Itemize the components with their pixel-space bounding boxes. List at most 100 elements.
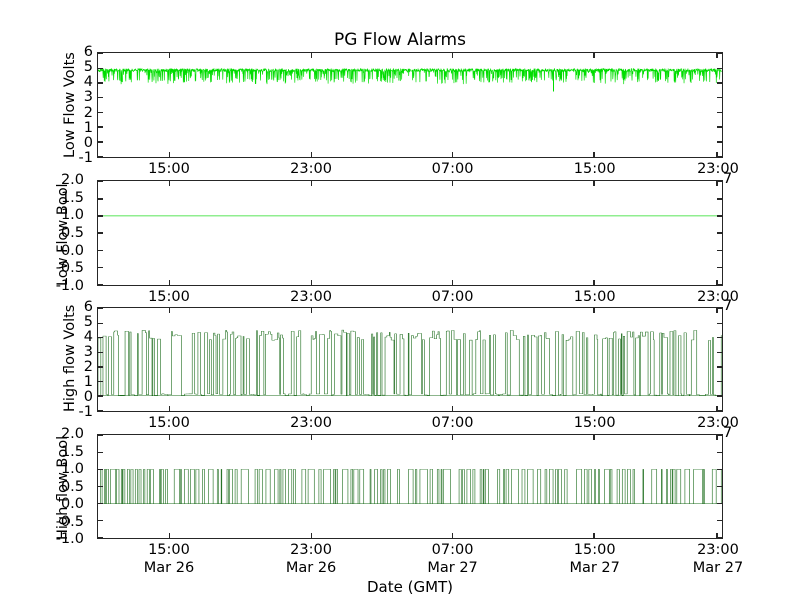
y-tick-mark bbox=[98, 536, 103, 538]
y-tick-mark bbox=[98, 435, 103, 437]
subplot-high-flow-bool bbox=[97, 434, 723, 539]
y-tick-label: 5 bbox=[83, 313, 93, 330]
x-tick-mark bbox=[310, 533, 313, 538]
y-tick-mark bbox=[98, 337, 103, 339]
y-tick-label: 0.0 bbox=[60, 495, 84, 512]
x-tick-label: 07:00 bbox=[432, 160, 474, 178]
x-tick-mark bbox=[593, 152, 595, 157]
y-tick-label: 4 bbox=[83, 74, 93, 91]
clipped-tick-artifact-2: 7 bbox=[723, 298, 733, 314]
x-tick-mark bbox=[451, 435, 454, 440]
y-tick-labels-high-flow-bool: 2.0 1.5 1.0 0.5 0.0 -0.5 -1.0 bbox=[50, 427, 84, 546]
y-tick-label: 1 bbox=[83, 373, 93, 390]
y-tick-mark bbox=[98, 215, 103, 217]
y-tick-mark bbox=[98, 67, 103, 70]
y-tick-mark bbox=[98, 395, 103, 397]
y-tick-mark bbox=[98, 198, 103, 200]
subplot-low-flow-bool bbox=[97, 180, 723, 286]
y-tick-mark bbox=[98, 351, 103, 354]
clipped-tick-artifact-1: 7 bbox=[723, 171, 733, 187]
y-tick-label: -1 bbox=[78, 149, 93, 166]
x-tick-mark bbox=[716, 406, 718, 411]
x-tick-label: 15:00 Mar 26 bbox=[144, 541, 194, 577]
x-tick-time: 15:00 bbox=[573, 289, 616, 305]
y-tick-label: -0.5 bbox=[55, 260, 84, 277]
x-tick-label: 07:00 bbox=[432, 414, 474, 432]
x-tick-date: Mar 27 bbox=[427, 560, 478, 577]
x-tick-mark bbox=[169, 308, 171, 313]
x-tick-mark bbox=[169, 181, 171, 186]
x-tick-mark bbox=[310, 406, 313, 411]
y-tick-mark bbox=[717, 53, 722, 55]
x-tick-mark bbox=[169, 435, 171, 440]
y-tick-mark bbox=[717, 536, 722, 538]
x-tick-date: Mar 27 bbox=[692, 560, 744, 577]
x-tick-label: 23:00 bbox=[697, 160, 739, 178]
x-tick-mark bbox=[451, 53, 454, 58]
y-tick-label: -1.0 bbox=[55, 277, 84, 294]
x-tick-time: 23:00 bbox=[697, 161, 739, 177]
y-tick-mark bbox=[717, 126, 722, 128]
x-tick-mark bbox=[593, 406, 595, 411]
x-tick-mark bbox=[593, 308, 595, 313]
x-tick-label: 23:00 Mar 26 bbox=[286, 541, 336, 577]
y-tick-mark bbox=[717, 266, 722, 269]
x-tick-time: 15:00 bbox=[573, 542, 616, 558]
y-tick-mark bbox=[98, 366, 103, 368]
y-tick-mark bbox=[717, 82, 722, 84]
y-tick-mark bbox=[98, 322, 103, 324]
y-tick-label: 2.0 bbox=[60, 171, 84, 188]
x-tick-time: 07:00 bbox=[431, 542, 474, 558]
y-tick-label: -0.5 bbox=[55, 513, 84, 530]
x-tick-time: 15:00 bbox=[573, 415, 616, 431]
y-tick-mark bbox=[717, 395, 722, 397]
x-tick-label: 15:00 bbox=[574, 414, 616, 432]
x-tick-time: 07:00 bbox=[431, 161, 474, 177]
x-tick-label: 23:00 bbox=[290, 288, 332, 306]
plot-area-low-flow-volts bbox=[98, 53, 722, 157]
y-tick-mark bbox=[717, 111, 722, 114]
signal-trace bbox=[98, 214, 722, 217]
y-tick-mark bbox=[98, 155, 103, 157]
x-tick-mark bbox=[451, 308, 454, 313]
x-tick-time: 07:00 bbox=[431, 415, 474, 431]
y-tick-label: 3 bbox=[83, 89, 93, 106]
x-tick-label: 23:00 bbox=[697, 288, 739, 306]
x-tick-mark bbox=[593, 53, 595, 58]
page-title: PG Flow Alarms bbox=[334, 30, 466, 50]
x-tick-mark bbox=[593, 435, 595, 440]
y-tick-label: 0.5 bbox=[60, 478, 84, 495]
x-tick-mark bbox=[716, 308, 718, 313]
signal-trace bbox=[98, 329, 722, 396]
y-tick-mark bbox=[98, 126, 103, 128]
y-tick-mark bbox=[717, 451, 722, 454]
x-tick-time: 23:00 bbox=[290, 161, 332, 177]
y-tick-mark bbox=[98, 53, 103, 55]
y-tick-mark bbox=[717, 283, 722, 285]
x-tick-mark bbox=[451, 533, 454, 538]
x-tick-time: 07:00 bbox=[431, 289, 474, 305]
x-tick-time: 15:00 bbox=[148, 161, 190, 177]
y-tick-mark bbox=[717, 181, 722, 183]
y-tick-label: 2.0 bbox=[60, 425, 84, 442]
y-tick-mark bbox=[98, 451, 103, 454]
y-tick-label: 1 bbox=[83, 119, 93, 136]
x-tick-mark bbox=[716, 152, 718, 157]
y-tick-label: 5 bbox=[83, 58, 93, 75]
x-tick-mark bbox=[451, 181, 454, 186]
y-tick-label: 0.5 bbox=[60, 224, 84, 241]
x-tick-date: Mar 26 bbox=[143, 560, 195, 577]
y-tick-mark bbox=[98, 308, 103, 310]
x-tick-mark bbox=[169, 533, 171, 538]
x-tick-mark bbox=[451, 406, 454, 411]
x-tick-label: 07:00 bbox=[432, 288, 474, 306]
y-tick-label: 0 bbox=[83, 388, 93, 405]
y-tick-mark bbox=[717, 67, 722, 70]
x-tick-mark bbox=[310, 308, 313, 313]
y-tick-mark bbox=[98, 468, 103, 471]
signal-trace bbox=[98, 469, 722, 504]
y-tick-mark bbox=[98, 232, 103, 234]
x-tick-mark bbox=[716, 181, 718, 186]
x-tick-mark bbox=[169, 53, 171, 58]
